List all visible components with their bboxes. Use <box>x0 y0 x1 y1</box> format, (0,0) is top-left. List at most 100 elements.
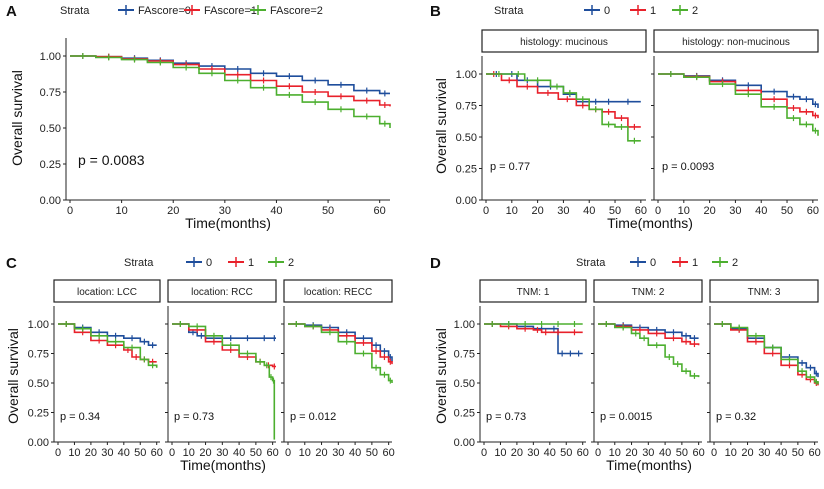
x-tick-label: 60 <box>693 447 705 459</box>
x-tick-label: 20 <box>167 205 179 217</box>
x-tick-label: 10 <box>494 447 506 459</box>
x-tick-label: 0 <box>67 205 73 217</box>
x-tick-label: 20 <box>85 447 97 459</box>
facet-strip-label: histology: mucinous <box>520 37 608 48</box>
legend-label: 2 <box>288 257 294 269</box>
y-axis-title: Overall survival <box>5 328 21 424</box>
x-tick-label: 10 <box>68 447 80 459</box>
x-tick-label: 60 <box>267 447 279 459</box>
chart-panel-d: D Strata 0 1 2 Overall survival Time(months) TN… <box>430 255 821 473</box>
x-tick-label: 0 <box>595 447 601 459</box>
y-tick-label: 0.25 <box>28 408 49 420</box>
p-value: p = 0.77 <box>490 161 530 173</box>
p-value: p = 0.34 <box>60 411 100 423</box>
km-curve-1 <box>484 323 583 334</box>
facet: location: LCC 0.00 0.25 0.50 0.75 1.00 0 10 20 30… <box>28 279 163 459</box>
km-curve-2 <box>658 73 819 136</box>
y-tick-label: 1.00 <box>456 69 477 81</box>
facet: TNM: 1 0.00 0.25 0.50 0.75 1.00 0 10 20 30 40 50 60 p… <box>454 279 589 459</box>
km-curve-1 <box>58 323 157 363</box>
legend-label: FAscore=2 <box>270 5 323 17</box>
x-tick-label: 20 <box>315 447 327 459</box>
facet-strip-label: TNM: 3 <box>748 287 781 298</box>
x-tick-label: 20 <box>511 447 523 459</box>
x-tick-label: 30 <box>557 205 569 217</box>
panel-letter: C <box>6 255 17 272</box>
chart-panel-c: C Strata 0 1 2 Overall survival Time(months) lo… <box>5 255 395 473</box>
x-tick-label: 10 <box>609 447 621 459</box>
x-tick-label: 30 <box>216 447 228 459</box>
p-value: p = 0.32 <box>716 411 756 423</box>
x-tick-label: 60 <box>577 447 589 459</box>
km-curve-0 <box>172 323 276 339</box>
legend-label: FAscore=1 <box>204 5 257 17</box>
facet-strip <box>481 29 647 53</box>
p-value: p = 0.0083 <box>78 152 145 168</box>
p-value: p = 0.0093 <box>662 161 714 173</box>
legend-title: Strata <box>124 257 154 269</box>
legend-label: 1 <box>248 257 254 269</box>
facet-strip <box>53 279 161 303</box>
legend: Strata 0 1 2 <box>124 257 294 269</box>
x-tick-label: 60 <box>374 205 386 217</box>
panel-letter: A <box>6 3 17 20</box>
y-tick-label: 0.75 <box>28 349 49 361</box>
x-tick-label: 10 <box>678 205 690 217</box>
legend-label: 2 <box>732 257 738 269</box>
x-axis-title: Time(months) <box>185 215 271 231</box>
legend: Strata 0 1 2 <box>576 257 738 269</box>
facet-strip-label: location: RCC <box>191 287 253 298</box>
legend-label: 0 <box>206 257 212 269</box>
y-tick-label: 0.25 <box>456 164 477 176</box>
x-tick-label: 0 <box>483 205 489 217</box>
x-tick-label: 40 <box>270 205 282 217</box>
x-tick-label: 0 <box>655 205 661 217</box>
facet-strip <box>709 279 819 303</box>
x-tick-label: 0 <box>285 447 291 459</box>
facet: histology: non-mucinous 0 10 20 30 40 50 60 p = … <box>651 29 819 217</box>
legend-label: FAscore=0 <box>138 5 191 17</box>
x-tick-label: 50 <box>781 205 793 217</box>
y-tick-label: 0.25 <box>454 408 475 420</box>
x-axis-title: Time(months) <box>606 457 692 473</box>
y-tick-label: 1.00 <box>454 319 475 331</box>
x-tick-label: 0 <box>55 447 61 459</box>
legend-label: 0 <box>604 5 610 17</box>
x-tick-label: 40 <box>118 447 130 459</box>
x-tick-label: 50 <box>609 205 621 217</box>
x-axis-title: Time(months) <box>180 457 266 473</box>
x-tick-label: 60 <box>809 447 821 459</box>
x-tick-label: 20 <box>531 205 543 217</box>
x-tick-label: 40 <box>775 447 787 459</box>
facet-strip <box>479 279 587 303</box>
facet-strip <box>167 279 277 303</box>
y-tick-label: 0.50 <box>40 123 61 135</box>
km-curve-2 <box>714 323 819 385</box>
y-axis-title: Overall survival <box>433 78 449 174</box>
legend-label: 1 <box>650 5 656 17</box>
km-curve-2 <box>486 73 641 142</box>
x-tick-label: 40 <box>349 447 361 459</box>
y-tick-label: 1.00 <box>40 51 61 63</box>
x-tick-label: 40 <box>583 205 595 217</box>
x-tick-label: 50 <box>366 447 378 459</box>
y-tick-label: 0.75 <box>456 101 477 113</box>
y-tick-label: 0.00 <box>28 437 49 449</box>
p-value: p = 0.0015 <box>600 411 652 423</box>
y-tick-label: 0.00 <box>40 195 61 207</box>
legend-title: Strata <box>60 5 90 17</box>
x-tick-label: 40 <box>659 447 671 459</box>
x-tick-label: 30 <box>758 447 770 459</box>
y-axis-title: Overall survival <box>433 328 449 424</box>
x-tick-label: 30 <box>332 447 344 459</box>
y-tick-label: 0.50 <box>454 378 475 390</box>
chart-panel-a: A Strata FAscore=0 FAscore=1 FAscore=2 Overal… <box>6 3 391 231</box>
x-tick-label: 10 <box>183 447 195 459</box>
facet: 0.00 0.25 0.50 0.75 1.00 0 10 20 30 40 50 60 p = 0.0… <box>40 38 391 217</box>
x-tick-label: 60 <box>151 447 163 459</box>
y-tick-label: 0.75 <box>40 87 61 99</box>
x-tick-label: 10 <box>115 205 127 217</box>
panel-letter: D <box>430 255 441 272</box>
y-tick-label: 0.25 <box>40 159 61 171</box>
